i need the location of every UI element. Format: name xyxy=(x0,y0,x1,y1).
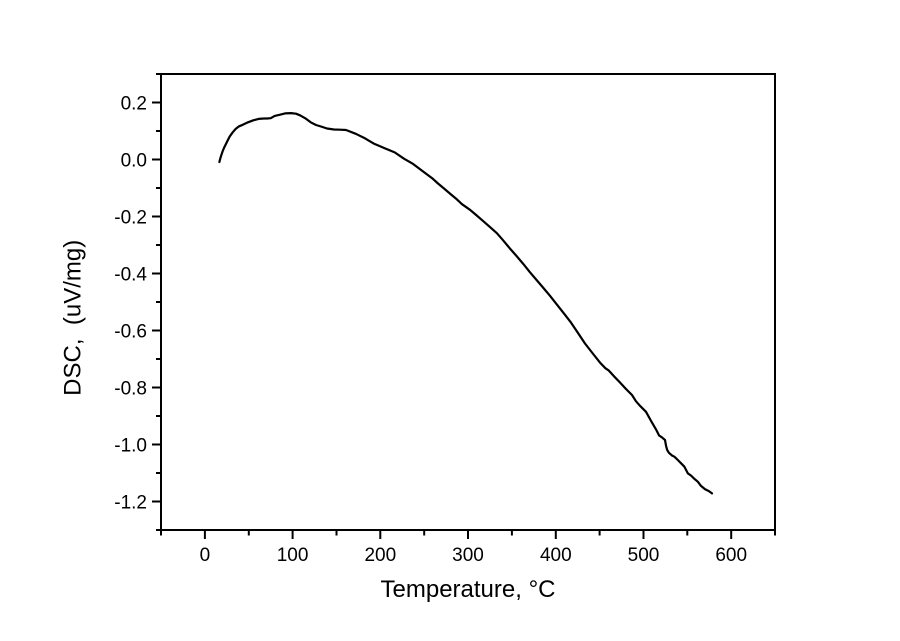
svg-text:600: 600 xyxy=(715,545,747,566)
svg-text:200: 200 xyxy=(364,545,396,566)
svg-text:0: 0 xyxy=(200,545,211,566)
svg-text:100: 100 xyxy=(277,545,309,566)
svg-text:-0.8: -0.8 xyxy=(114,379,147,400)
svg-text:500: 500 xyxy=(628,545,660,566)
svg-text:400: 400 xyxy=(540,545,572,566)
svg-text:DSC, (uV/mg): DSC, (uV/mg) xyxy=(60,240,87,396)
svg-text:0.2: 0.2 xyxy=(121,94,147,115)
svg-text:-0.6: -0.6 xyxy=(114,322,147,343)
svg-text:-0.4: -0.4 xyxy=(114,265,147,286)
svg-text:Temperature, °C: Temperature, °C xyxy=(381,576,556,603)
svg-text:0.0: 0.0 xyxy=(121,151,147,172)
svg-text:-1.2: -1.2 xyxy=(114,493,147,514)
svg-text:-0.2: -0.2 xyxy=(114,208,147,229)
svg-text:-1.0: -1.0 xyxy=(114,436,147,457)
svg-text:300: 300 xyxy=(452,545,484,566)
